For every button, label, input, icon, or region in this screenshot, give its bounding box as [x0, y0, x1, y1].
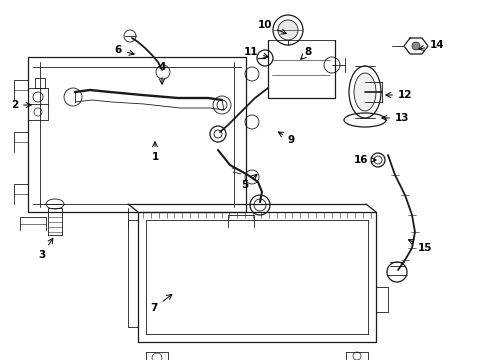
Text: 9: 9 [278, 132, 295, 145]
Text: 2: 2 [11, 100, 31, 110]
Text: 1: 1 [151, 142, 158, 162]
Text: 16: 16 [353, 155, 375, 165]
Ellipse shape [353, 73, 375, 111]
Text: 12: 12 [385, 90, 412, 100]
Text: 15: 15 [407, 240, 431, 253]
Text: 5: 5 [240, 175, 257, 190]
Circle shape [278, 20, 297, 40]
Text: 6: 6 [115, 45, 134, 55]
Text: 7: 7 [150, 294, 172, 313]
Text: 8: 8 [300, 47, 311, 59]
Text: 14: 14 [418, 40, 444, 50]
Text: 4: 4 [158, 62, 165, 84]
Circle shape [411, 42, 419, 50]
Text: 10: 10 [257, 20, 286, 34]
Text: 11: 11 [243, 47, 268, 58]
Text: 3: 3 [38, 238, 53, 260]
Text: 13: 13 [381, 113, 408, 123]
